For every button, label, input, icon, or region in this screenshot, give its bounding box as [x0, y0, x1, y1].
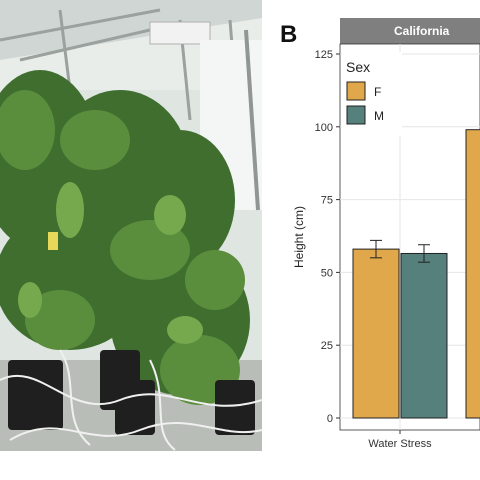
x-tick-label: Water Stress [368, 438, 432, 450]
legend-label-M: M [374, 109, 384, 123]
facet-strip: California [340, 18, 480, 44]
y-tick-label: 125 [315, 49, 333, 61]
bar-M-0 [400, 252, 448, 419]
panel-label: B [280, 21, 297, 48]
bars [352, 129, 480, 419]
error-bars [370, 239, 430, 263]
bar-F-1 [465, 129, 480, 419]
facet-label: California [394, 24, 450, 38]
y-tick-label: 100 [315, 122, 333, 134]
y-tick-label: 50 [321, 267, 333, 279]
y-axis-title: Height (cm) [292, 206, 306, 268]
facet-strip-background [340, 18, 480, 44]
greenhouse-photo [0, 0, 262, 451]
y-axis-ticks: 0 25 50 75 100 125 [315, 49, 340, 425]
legend-swatch-F [346, 81, 366, 101]
x-axis-labels: Water Stress [368, 430, 432, 450]
legend-title: Sex [346, 59, 370, 75]
y-tick-label: 25 [321, 340, 333, 352]
legend-label-F: F [374, 85, 381, 99]
y-tick-label: 0 [327, 413, 333, 425]
legend-swatch-M [346, 105, 366, 125]
bar-F-0 [352, 248, 400, 419]
y-tick-label: 75 [321, 195, 333, 207]
legend: Sex FM [342, 52, 402, 136]
